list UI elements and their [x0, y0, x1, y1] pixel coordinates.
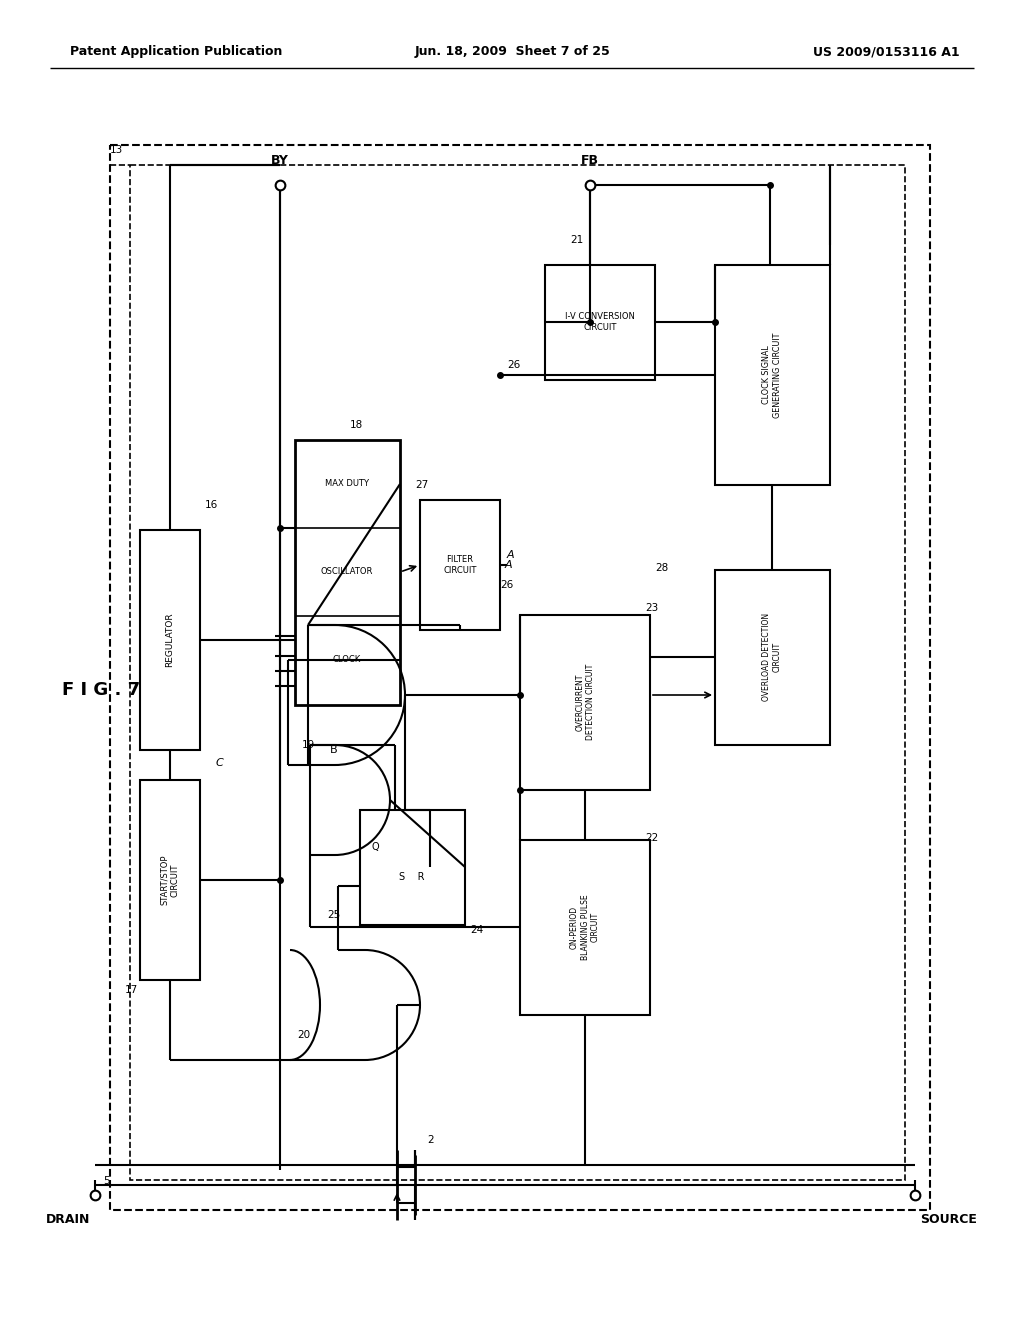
Bar — [130, 165, 905, 1180]
Text: C: C — [216, 758, 224, 768]
Bar — [110, 145, 930, 1210]
Text: SOURCE: SOURCE — [920, 1213, 977, 1226]
Bar — [420, 500, 500, 630]
Text: DRAIN: DRAIN — [46, 1213, 90, 1226]
Bar — [715, 570, 830, 744]
Bar — [140, 780, 200, 979]
Text: 26: 26 — [500, 579, 513, 590]
Text: F I G . 7: F I G . 7 — [62, 681, 140, 700]
Bar — [360, 810, 465, 925]
Text: I-V CONVERSION
CIRCUIT: I-V CONVERSION CIRCUIT — [565, 313, 635, 331]
Text: US 2009/0153116 A1: US 2009/0153116 A1 — [813, 45, 961, 58]
Text: 25: 25 — [327, 909, 340, 920]
Text: CLOCK: CLOCK — [333, 656, 361, 664]
Text: BY: BY — [271, 154, 289, 168]
Text: REGULATOR: REGULATOR — [166, 612, 174, 668]
Text: CLOCK SIGNAL
GENERATING CIRCUIT: CLOCK SIGNAL GENERATING CIRCUIT — [762, 333, 781, 417]
Text: Jun. 18, 2009  Sheet 7 of 25: Jun. 18, 2009 Sheet 7 of 25 — [414, 45, 610, 58]
Text: 18: 18 — [350, 420, 364, 430]
Text: FB: FB — [581, 154, 599, 168]
Text: 19: 19 — [302, 741, 315, 750]
Text: S    R: S R — [399, 873, 425, 882]
Text: 23: 23 — [645, 603, 658, 612]
Text: 20: 20 — [297, 1030, 310, 1040]
Text: 24: 24 — [470, 925, 483, 935]
Bar — [545, 265, 655, 380]
Text: 13: 13 — [110, 145, 123, 154]
Text: MAX DUTY: MAX DUTY — [325, 479, 369, 488]
Text: ON-PERIOD
BLANKING PULSE
CIRCUIT: ON-PERIOD BLANKING PULSE CIRCUIT — [570, 894, 600, 960]
Text: A: A — [507, 550, 515, 560]
Text: OVERLOAD DETECTION
CIRCUIT: OVERLOAD DETECTION CIRCUIT — [762, 612, 781, 701]
Bar — [295, 440, 400, 705]
Text: Patent Application Publication: Patent Application Publication — [70, 45, 283, 58]
Text: B: B — [330, 744, 338, 755]
Text: Q: Q — [372, 842, 380, 851]
Text: 16: 16 — [205, 500, 218, 510]
Text: 2: 2 — [427, 1135, 433, 1144]
Text: A: A — [505, 560, 513, 570]
Text: 28: 28 — [654, 564, 668, 573]
Text: 22: 22 — [645, 833, 658, 843]
Text: OSCILLATOR: OSCILLATOR — [321, 568, 373, 577]
Text: FILTER
CIRCUIT: FILTER CIRCUIT — [443, 556, 477, 574]
Text: 21: 21 — [570, 235, 584, 246]
Bar — [520, 840, 650, 1015]
Text: 27: 27 — [415, 480, 428, 490]
Bar — [520, 615, 650, 789]
Bar — [140, 531, 200, 750]
Text: START/STOP
CIRCUIT: START/STOP CIRCUIT — [161, 855, 179, 906]
Text: 17: 17 — [125, 985, 138, 995]
Bar — [715, 265, 830, 484]
Text: OVERCURRENT
DETECTION CIRCUIT: OVERCURRENT DETECTION CIRCUIT — [575, 664, 595, 741]
Text: 26: 26 — [507, 360, 520, 370]
Text: 5: 5 — [103, 1176, 111, 1185]
